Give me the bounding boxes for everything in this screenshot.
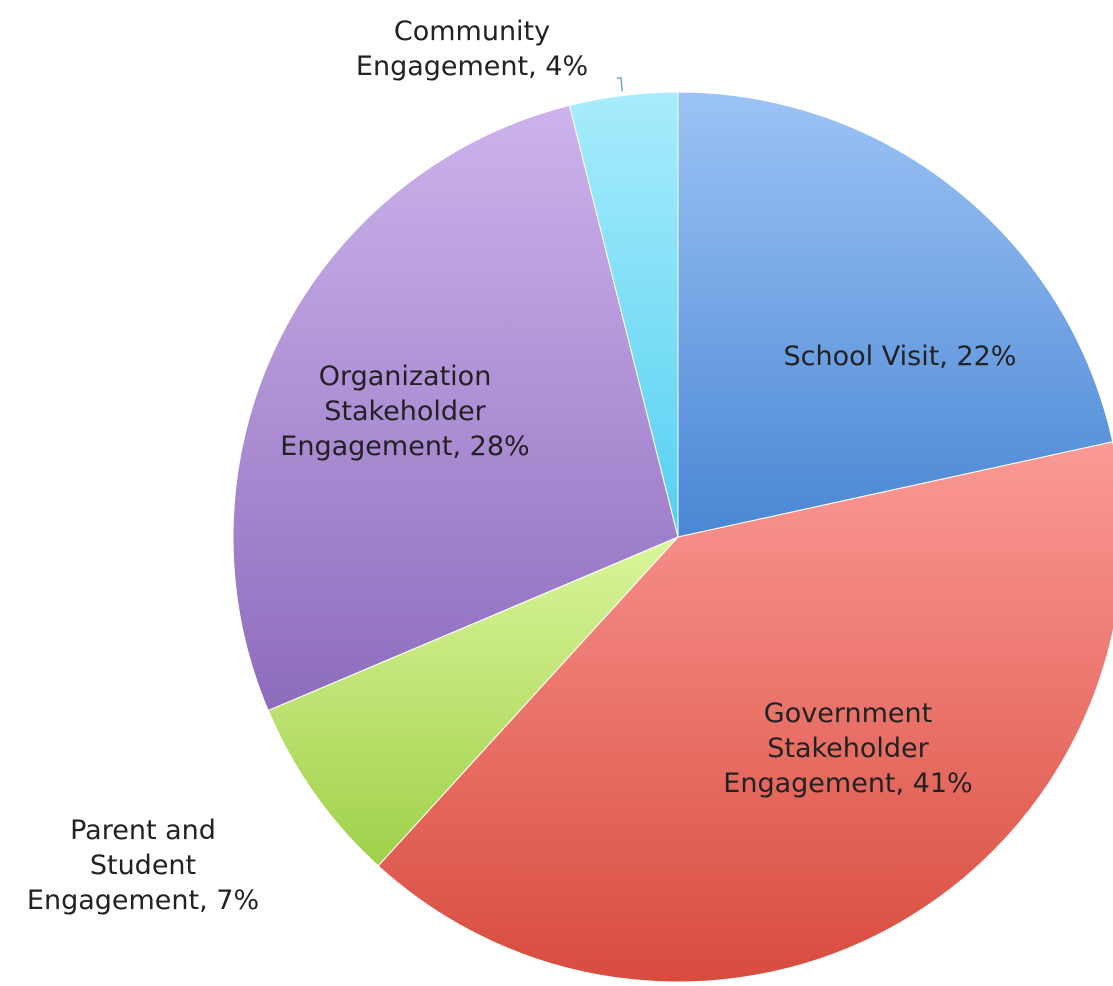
slice-label-line: Engagement, 28%: [280, 431, 529, 462]
slice-label-government-stakeholder-engagement: Government Stakeholder Engagement, 41%: [723, 698, 972, 799]
slice-label-parent-and-student-engagement: Parent and Student Engagement, 7%: [27, 815, 259, 916]
pie-slice-community-engagement: [568, 91, 679, 538]
slice-label-community-engagement: Community Engagement, 4%: [356, 16, 588, 82]
slice-label-line: Parent and: [70, 815, 216, 846]
labels-layer: School Visit, 22% Government Stakeholder En…: [27, 16, 1017, 916]
pie-slice-parent-and-student-engagement: [267, 536, 679, 867]
slice-label-line: Community: [394, 16, 550, 47]
pie-slice-school-visit: [677, 91, 1113, 538]
slice-label-line: Engagement, 4%: [356, 51, 588, 82]
slice-label-line: Engagement, 7%: [27, 885, 259, 916]
slice-label-line: Government: [764, 698, 932, 729]
slice-label-line: Student: [90, 850, 196, 881]
leader-lines-layer: [617, 77, 623, 92]
slice-label-school-visit: School Visit, 22%: [784, 341, 1017, 372]
slice-label-line: Organization: [319, 361, 492, 392]
slice-label-line: Engagement, 41%: [723, 768, 972, 799]
leader-line-community-engagement: [617, 77, 623, 92]
slice-label-line: School Visit, 22%: [784, 341, 1017, 372]
slice-label-line: Stakeholder: [324, 396, 486, 427]
pie-slice-organization-stakeholder-engagement: [232, 104, 679, 712]
slice-label-line: Stakeholder: [767, 733, 929, 764]
pie-slice-government-stakeholder-engagement: [377, 441, 1113, 983]
slices-layer: [232, 91, 1113, 983]
slice-label-organization-stakeholder-engagement: Organization Stakeholder Engagement, 28%: [280, 361, 529, 462]
